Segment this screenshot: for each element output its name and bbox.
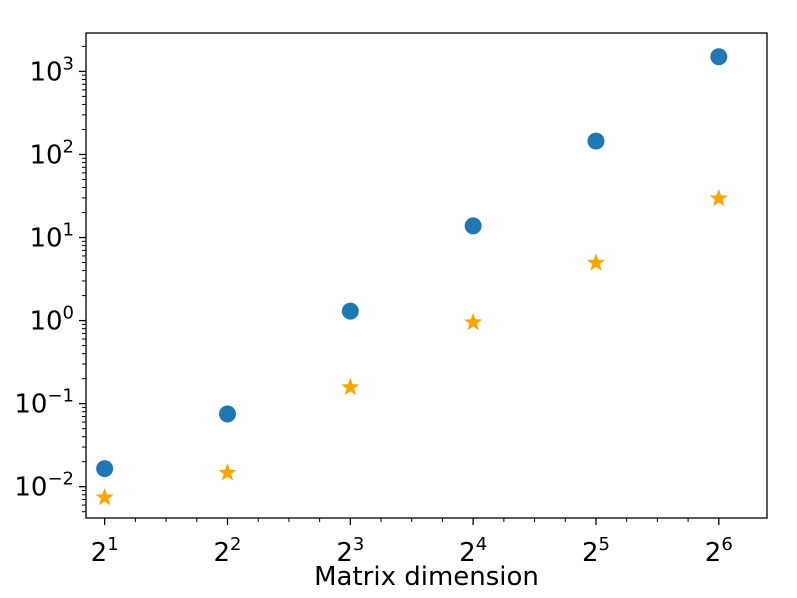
series-2-point xyxy=(586,253,606,271)
y-tick-label-exponent: −2 xyxy=(47,469,74,490)
y-tick-label-exponent: 3 xyxy=(63,53,74,74)
y-tick-label-base: 10 xyxy=(29,57,62,87)
x-tick-label-exponent: 5 xyxy=(599,534,610,555)
series-2-point xyxy=(218,463,237,481)
y-tick-label-exponent: −1 xyxy=(47,386,74,407)
x-tick-label-base: 2 xyxy=(336,538,353,568)
y-tick-label: 102 xyxy=(29,136,74,170)
x-tick-label-base: 2 xyxy=(705,538,722,568)
series-2-point xyxy=(464,312,483,331)
series-1-point xyxy=(341,302,359,320)
data-points xyxy=(95,48,728,506)
x-tick-label-exponent: 6 xyxy=(721,534,732,555)
series-1-point xyxy=(96,460,114,478)
x-tick-label-exponent: 2 xyxy=(230,534,241,555)
plot-area xyxy=(85,32,768,519)
x-tick-label-base: 2 xyxy=(459,538,476,568)
y-tick-label-base: 10 xyxy=(14,473,47,503)
y-tick-label-base: 10 xyxy=(29,224,62,254)
x-tick-label-base: 2 xyxy=(91,538,108,568)
x-tick-label: 25 xyxy=(582,534,610,568)
x-tick-label-base: 2 xyxy=(582,538,599,568)
series-1-point xyxy=(464,217,482,235)
x-tick-label-exponent: 4 xyxy=(476,534,487,555)
y-tick-label-base: 10 xyxy=(29,140,62,170)
x-tick-label: 23 xyxy=(336,534,364,568)
y-tick-label: 100 xyxy=(29,303,74,337)
series-1-point xyxy=(218,405,236,423)
series-2-point xyxy=(709,189,728,207)
series-1-point xyxy=(710,48,728,66)
x-tick-label: 21 xyxy=(91,534,119,568)
y-tick-label: 10−1 xyxy=(14,386,74,420)
x-tick-label-exponent: 1 xyxy=(107,534,118,555)
series-2-point xyxy=(341,377,360,396)
series-2-point xyxy=(95,488,114,506)
y-tick-label-base: 10 xyxy=(14,390,47,420)
y-tick-label-exponent: 2 xyxy=(63,136,74,157)
x-tick-label-exponent: 3 xyxy=(353,534,364,555)
y-tick-label: 103 xyxy=(29,53,74,87)
y-tick-label-exponent: 1 xyxy=(63,220,74,241)
y-tick-label: 101 xyxy=(29,220,74,254)
x-tick-label: 22 xyxy=(213,534,241,568)
x-tick-label-base: 2 xyxy=(213,538,230,568)
x-tick-label: 26 xyxy=(705,534,733,568)
x-axis: 21 22 23 24 25 26 xyxy=(91,518,733,568)
y-tick-label: 10−2 xyxy=(14,469,74,503)
series-1-point xyxy=(587,132,605,150)
y-tick-label-base: 10 xyxy=(29,307,62,337)
x-tick-label: 24 xyxy=(459,534,487,568)
y-tick-label-exponent: 0 xyxy=(63,303,74,324)
x-axis-label: Matrix dimension xyxy=(314,562,539,592)
